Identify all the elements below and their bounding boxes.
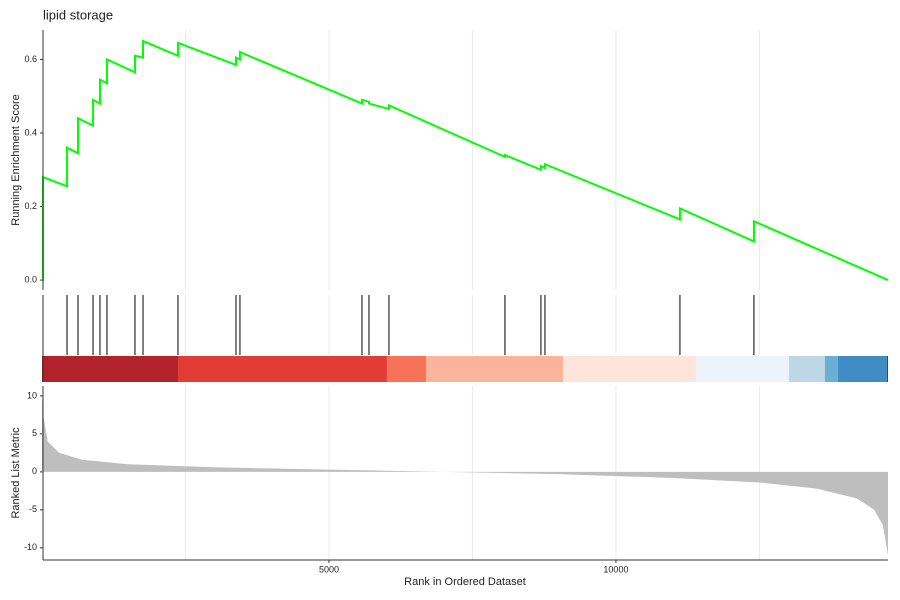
rank-band [42,356,178,382]
running-score-line [41,39,889,282]
x-tick-label: 5000 [319,564,339,574]
rank-band [386,356,426,382]
rank-band [788,356,825,382]
chart-title: lipid storage [43,7,113,22]
rank-band [837,356,887,382]
rank-band [425,356,563,382]
rank-band [562,356,696,382]
y-axis-label: Running Enrichment Score [10,94,22,225]
y-tick-label: -10 [24,542,37,552]
y-tick-label: 5 [32,428,37,438]
rank-band [695,356,789,382]
y-tick-label: 0.4 [24,127,37,137]
metric-area [42,395,888,556]
rank-band [886,356,888,382]
y-tick-label: 0 [32,466,37,476]
x-axis-label: Rank in Ordered Dataset [404,576,526,588]
y-tick-label: 0.0 [24,274,37,284]
y-tick-label: -5 [29,504,37,514]
rank-band [824,356,838,382]
y-tick-label: 0.2 [24,201,37,211]
x-tick-label: 10000 [603,564,628,574]
y-tick-label: 0.6 [24,54,37,64]
rank-band [177,356,387,382]
y-axis-label: Ranked List Metric [10,427,22,519]
y-tick-label: 10 [27,390,37,400]
